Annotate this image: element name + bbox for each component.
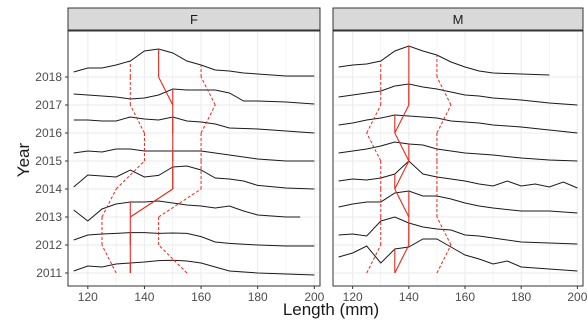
ridge-line-2014 <box>73 165 315 190</box>
quartile-link-q3 <box>436 216 452 246</box>
ridge-line-2014 <box>338 160 578 189</box>
quartile-link-q3 <box>158 188 202 218</box>
x-tick-label: 120 <box>78 290 98 304</box>
facet-strip <box>332 7 584 31</box>
ridge-line-2016 <box>338 114 578 134</box>
median-link <box>394 188 410 218</box>
quartile-link-q1 <box>115 160 145 190</box>
quartile-link-q3 <box>436 76 452 106</box>
x-axis: 120 140 160 180 200 <box>78 286 325 304</box>
quartile-link-q1 <box>129 104 145 134</box>
x-tick-label: 120 <box>343 290 363 304</box>
y-tick-label: 2014 <box>35 182 62 196</box>
ridge-line-2018 <box>338 45 550 76</box>
x-tick-label: 140 <box>134 290 154 304</box>
facet-strip-label: M <box>453 12 464 27</box>
x-tick-label: 160 <box>191 290 211 304</box>
quartile-link-q3 <box>200 104 216 134</box>
ridge-line-2017 <box>338 83 578 106</box>
ridge-line-2011 <box>338 238 578 272</box>
x-axis-title: Length (mm) <box>283 300 379 319</box>
y-tick-label: 2012 <box>35 238 62 252</box>
grid-lines <box>69 32 319 285</box>
y-tick-label: 2018 <box>35 70 62 84</box>
median-link <box>394 132 410 162</box>
quartile-lines <box>101 61 216 274</box>
quartile-link-q1 <box>101 244 117 274</box>
median-lines <box>394 46 410 274</box>
quartile-link-q1 <box>101 188 117 218</box>
x-tick-label: 200 <box>304 290 324 304</box>
median-lines <box>129 49 174 273</box>
panel-background <box>332 30 584 287</box>
quartile-link-q3 <box>436 244 452 274</box>
y-tick-label: 2011 <box>36 266 62 280</box>
quartile-link-q1 <box>366 244 382 274</box>
x-tick-label: 180 <box>511 290 531 304</box>
median-link <box>394 244 410 274</box>
x-tick-label: 140 <box>399 290 419 304</box>
quartile-link-q3 <box>436 104 452 134</box>
facet-panel-f: F 120 140 160 180 200 <box>67 7 325 304</box>
x-tick-label: 160 <box>455 290 475 304</box>
facet-panel-m: M 120 140 160 180 200 <box>332 7 587 304</box>
quartile-link-q3 <box>158 244 188 274</box>
facet-strip <box>67 7 321 31</box>
median-link <box>158 76 174 106</box>
x-axis: 120 140 160 180 200 <box>343 286 587 304</box>
quartile-link-q1 <box>366 132 382 162</box>
ridge-line-2018 <box>73 48 315 77</box>
y-tick-label: 2016 <box>35 126 62 140</box>
y-tick-label: 2017 <box>35 98 62 112</box>
ridge-line-2012 <box>73 232 315 247</box>
quartile-link-q1 <box>366 104 382 134</box>
quartile-lines <box>366 55 452 274</box>
panel-background <box>67 30 321 287</box>
y-tick-label: 2013 <box>35 210 62 224</box>
y-axis-title: Year <box>14 142 33 177</box>
facet-strip-label: F <box>190 12 198 27</box>
ridge-line-2011 <box>73 259 315 276</box>
ridge-line-2013 <box>73 200 301 222</box>
ridge-line-2012 <box>338 216 578 245</box>
quartile-link-q3 <box>200 76 216 106</box>
y-axis: 2011 2012 2013 2014 2015 2016 2017 2018 <box>35 70 68 280</box>
y-tick-label: 2015 <box>35 154 62 168</box>
x-tick-label: 200 <box>567 290 587 304</box>
median-link <box>394 104 410 134</box>
x-tick-label: 180 <box>248 290 268 304</box>
median-link <box>129 188 174 218</box>
median-link <box>394 160 410 190</box>
ridge-line-2017 <box>73 88 315 105</box>
